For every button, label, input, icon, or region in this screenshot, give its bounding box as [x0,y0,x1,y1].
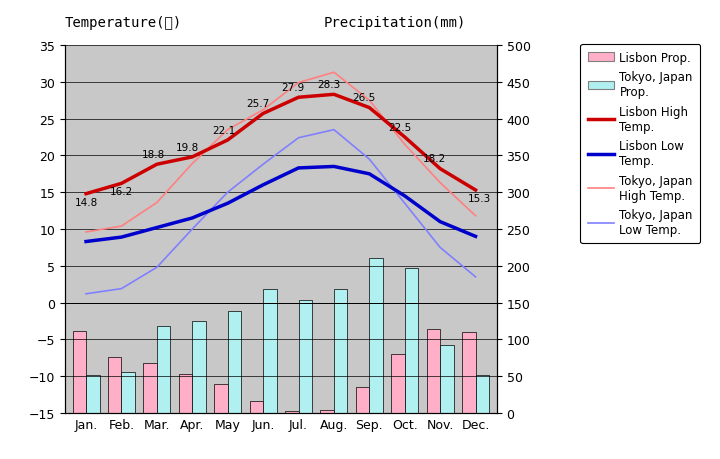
Text: 28.3: 28.3 [317,80,341,90]
Text: 22.5: 22.5 [388,123,411,132]
Text: Temperature(℃): Temperature(℃) [65,16,182,30]
Text: 19.8: 19.8 [176,142,199,152]
Bar [86,375,99,413]
Bar [369,259,383,413]
Bar [122,372,135,413]
Bar [108,357,122,413]
Legend: Lisbon Prop., Tokyo, Japan
Prop., Lisbon High
Temp., Lisbon Low
Temp., Tokyo, Ja: Lisbon Prop., Tokyo, Japan Prop., Lisbon… [580,45,700,244]
Text: 18.8: 18.8 [142,150,165,160]
Bar [391,354,405,413]
Text: Precipitation(mm): Precipitation(mm) [324,16,467,30]
Bar [475,375,489,413]
Bar [320,410,334,413]
Bar [73,331,86,413]
Text: 26.5: 26.5 [352,93,376,103]
Bar [285,411,299,413]
Bar [157,326,171,413]
Bar [356,387,369,413]
Text: 22.1: 22.1 [212,125,235,135]
Bar [143,363,157,413]
Text: 25.7: 25.7 [246,99,269,109]
Bar [427,330,440,413]
Bar [250,401,263,413]
Bar [334,290,347,413]
Bar [405,269,418,413]
Text: 14.8: 14.8 [74,197,98,207]
Bar [192,321,206,413]
Text: 18.2: 18.2 [423,154,446,164]
Bar [215,385,228,413]
Text: 15.3: 15.3 [467,194,491,204]
Text: 16.2: 16.2 [110,187,133,197]
Bar [299,300,312,413]
Bar [228,312,241,413]
Bar [263,290,276,413]
Bar [179,374,192,413]
Bar [440,346,454,413]
Bar [462,332,475,413]
Text: 27.9: 27.9 [282,83,305,93]
